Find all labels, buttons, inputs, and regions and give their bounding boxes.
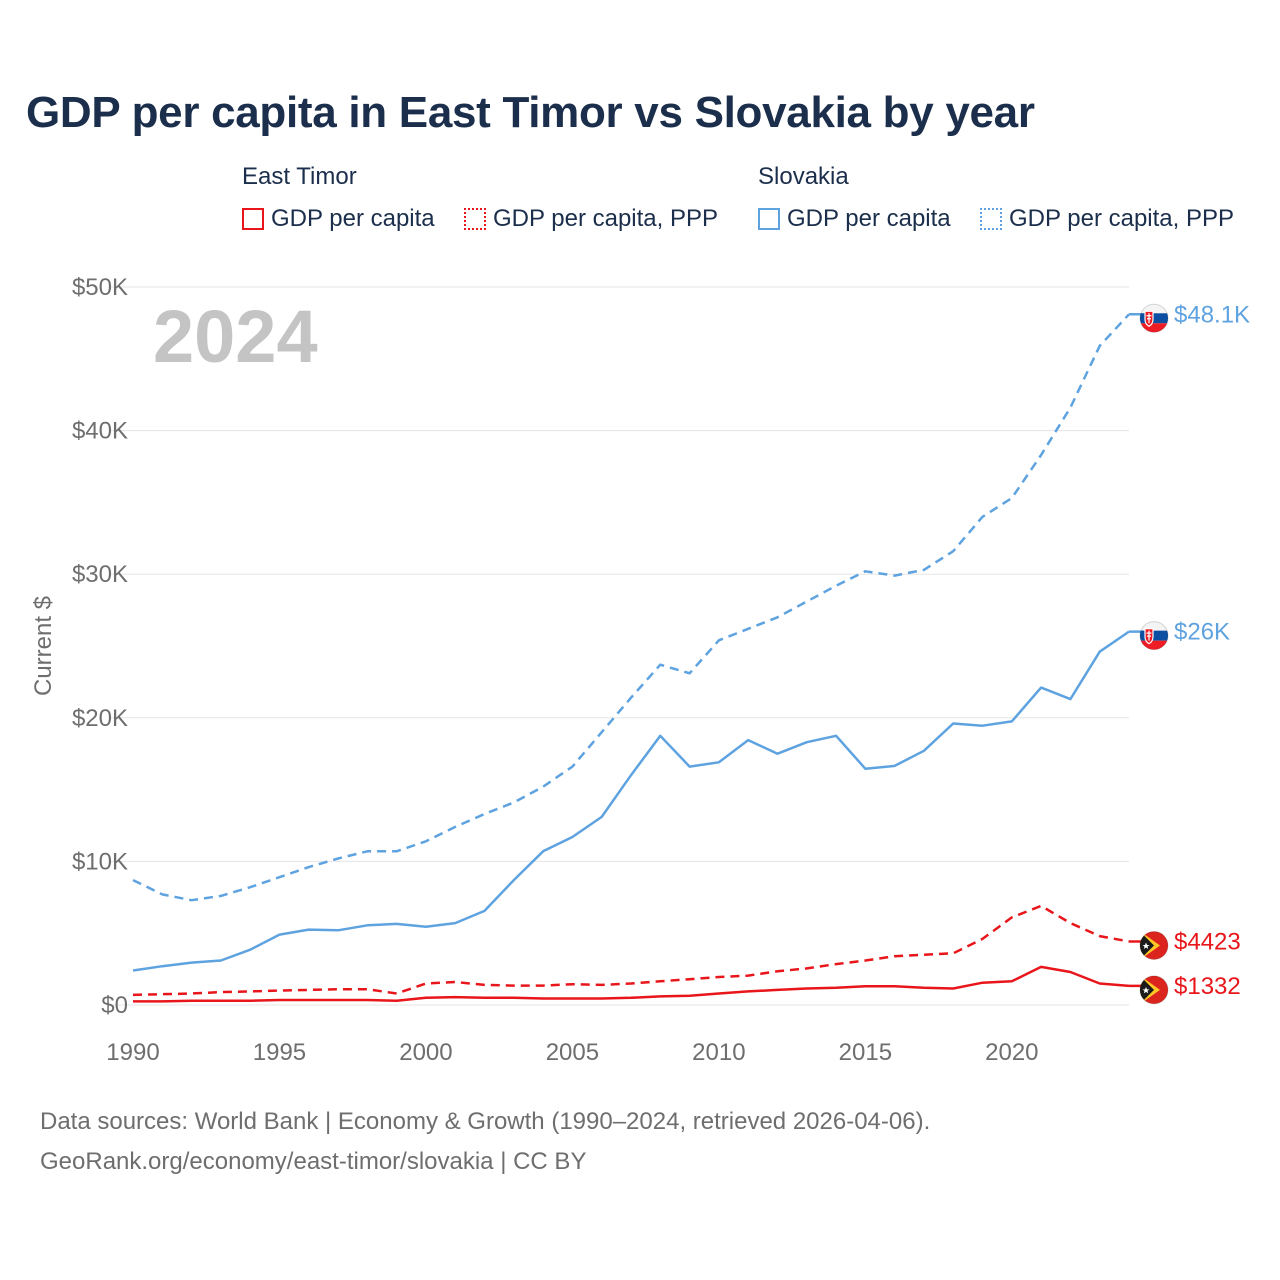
- end-value-label: $26K: [1174, 619, 1230, 646]
- chart-title: GDP per capita in East Timor vs Slovakia…: [26, 88, 1035, 137]
- legend-group-slovakia: Slovakia: [758, 163, 849, 190]
- y-tick-label: $10K: [72, 848, 128, 875]
- y-tick-label: $20K: [72, 705, 128, 732]
- footer-attribution: GeoRank.org/economy/east-timor/slovakia …: [40, 1148, 587, 1175]
- legend-label: GDP per capita, PPP: [493, 205, 718, 232]
- end-value-label: $4423: [1174, 928, 1241, 955]
- legend-swatch-solid-red: [242, 208, 264, 230]
- x-tick-label: 2000: [399, 1039, 452, 1066]
- x-tick-label: 1990: [106, 1039, 159, 1066]
- footer-sources: Data sources: World Bank | Economy & Gro…: [40, 1108, 931, 1135]
- end-value-label: $48.1K: [1174, 301, 1250, 328]
- x-tick-label: 2010: [692, 1039, 745, 1066]
- slovakia-flag-icon: [1139, 303, 1169, 333]
- y-tick-label: $0: [101, 992, 128, 1019]
- grid-layer: $0 $10K $20K $30K $40K $50K 1990 1995 2000 2005 20…: [72, 274, 1129, 1066]
- legend-item-slovakia-gdp-ppp[interactable]: GDP per capita, PPP: [980, 204, 1234, 234]
- legend-label: GDP per capita: [787, 205, 951, 232]
- y-axis-label: Current $: [30, 596, 57, 696]
- end-value-label: $1332: [1174, 973, 1241, 1000]
- y-tick-label: $30K: [72, 561, 128, 588]
- east-timor-flag-icon: [1139, 930, 1169, 960]
- legend-swatch-dotted-blue: [980, 208, 1002, 230]
- line-chart: $0 $10K $20K $30K $40K $50K 1990 1995 2000 2005 20…: [30, 274, 1250, 1066]
- legend-item-slovakia-gdp[interactable]: GDP per capita: [758, 204, 951, 234]
- series-line: [132, 313, 1130, 902]
- series-line: [132, 904, 1130, 997]
- x-tick-label: 2015: [839, 1039, 892, 1066]
- legend-label: GDP per capita, PPP: [1009, 205, 1234, 232]
- x-tick-label: 1995: [253, 1039, 306, 1066]
- x-tick-label: 2020: [985, 1039, 1038, 1066]
- end-label-layer: $48.1K $26K $4423 $1332: [1139, 301, 1250, 1005]
- series-line: [132, 630, 1130, 972]
- legend-item-east-timor-gdp-ppp[interactable]: GDP per capita, PPP: [464, 204, 718, 234]
- legend-group-east-timor: East Timor: [242, 163, 357, 190]
- year-watermark: 2024: [153, 295, 318, 378]
- legend-label: GDP per capita: [271, 205, 435, 232]
- series-layer: [132, 313, 1149, 1003]
- y-tick-label: $50K: [72, 274, 128, 301]
- slovakia-flag-icon: [1139, 621, 1169, 651]
- legend-swatch-dotted-red: [464, 208, 486, 230]
- east-timor-flag-icon: [1139, 975, 1169, 1005]
- series-line: [133, 965, 1130, 1003]
- x-tick-label: 2005: [546, 1039, 599, 1066]
- legend-item-east-timor-gdp[interactable]: GDP per capita: [242, 204, 435, 234]
- legend-swatch-solid-blue: [758, 208, 780, 230]
- y-tick-label: $40K: [72, 418, 128, 445]
